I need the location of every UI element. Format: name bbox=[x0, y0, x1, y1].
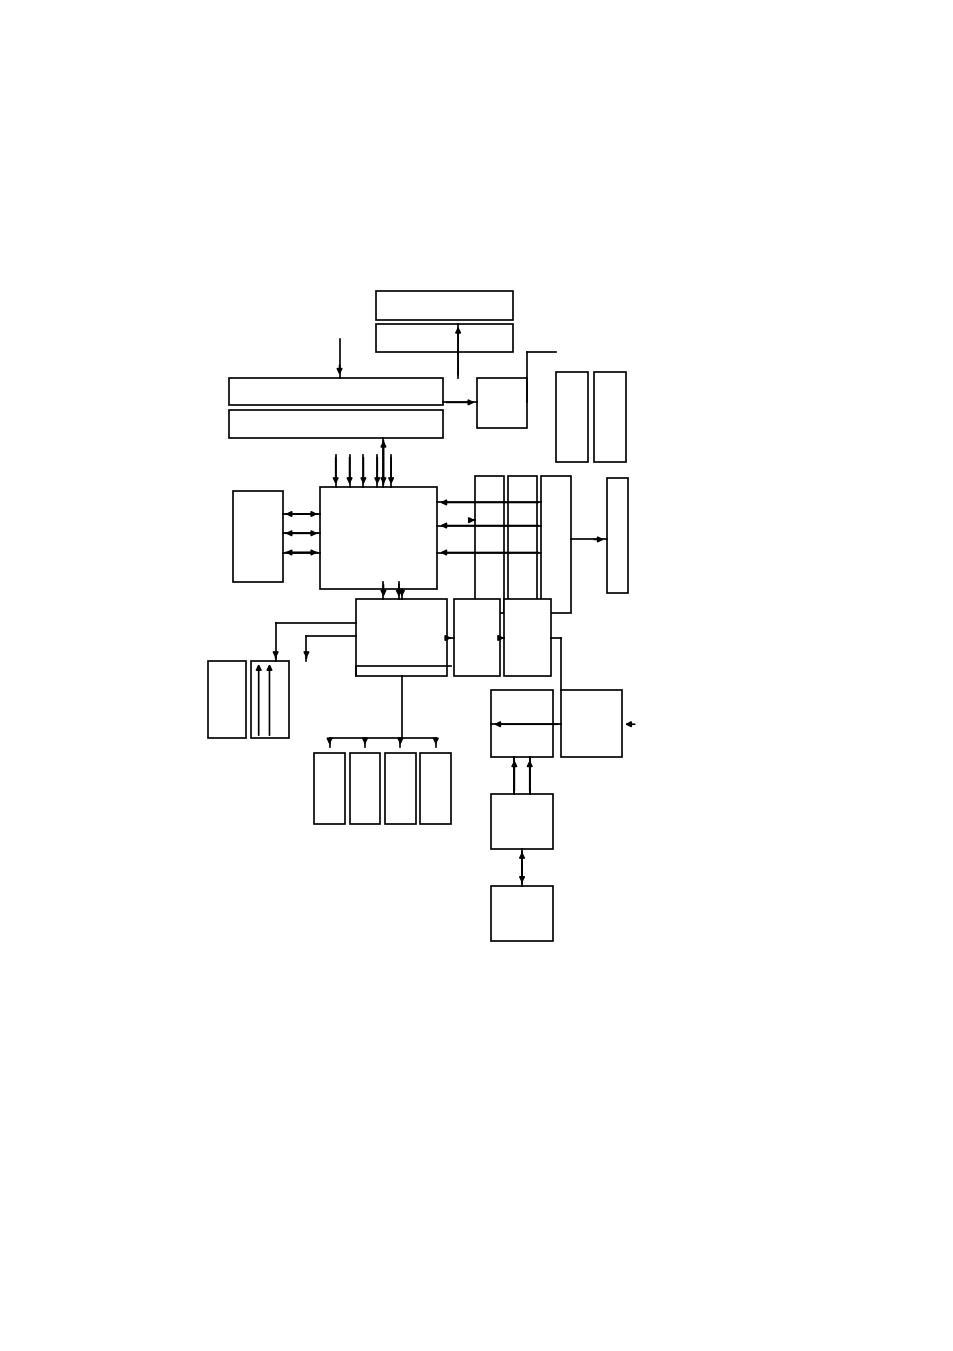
Bar bbox=[504, 600, 550, 677]
Bar bbox=[349, 754, 380, 824]
Bar bbox=[375, 324, 513, 353]
Bar bbox=[475, 477, 504, 613]
Bar bbox=[593, 372, 625, 462]
Bar bbox=[540, 477, 570, 613]
Bar bbox=[320, 488, 436, 589]
Bar bbox=[476, 378, 527, 428]
Bar bbox=[208, 661, 246, 738]
Bar bbox=[251, 661, 289, 738]
Bar bbox=[606, 478, 628, 593]
Bar bbox=[229, 411, 443, 438]
Bar bbox=[233, 490, 282, 582]
Bar bbox=[385, 754, 416, 824]
Bar bbox=[454, 600, 500, 677]
Bar bbox=[420, 754, 451, 824]
Bar bbox=[491, 793, 552, 848]
Bar bbox=[491, 886, 552, 942]
Bar bbox=[508, 477, 537, 613]
Bar bbox=[314, 754, 345, 824]
Bar bbox=[556, 372, 588, 462]
Bar bbox=[229, 378, 443, 405]
Bar bbox=[375, 292, 513, 320]
Bar bbox=[491, 689, 552, 758]
Bar bbox=[560, 689, 621, 758]
Bar bbox=[356, 600, 447, 677]
